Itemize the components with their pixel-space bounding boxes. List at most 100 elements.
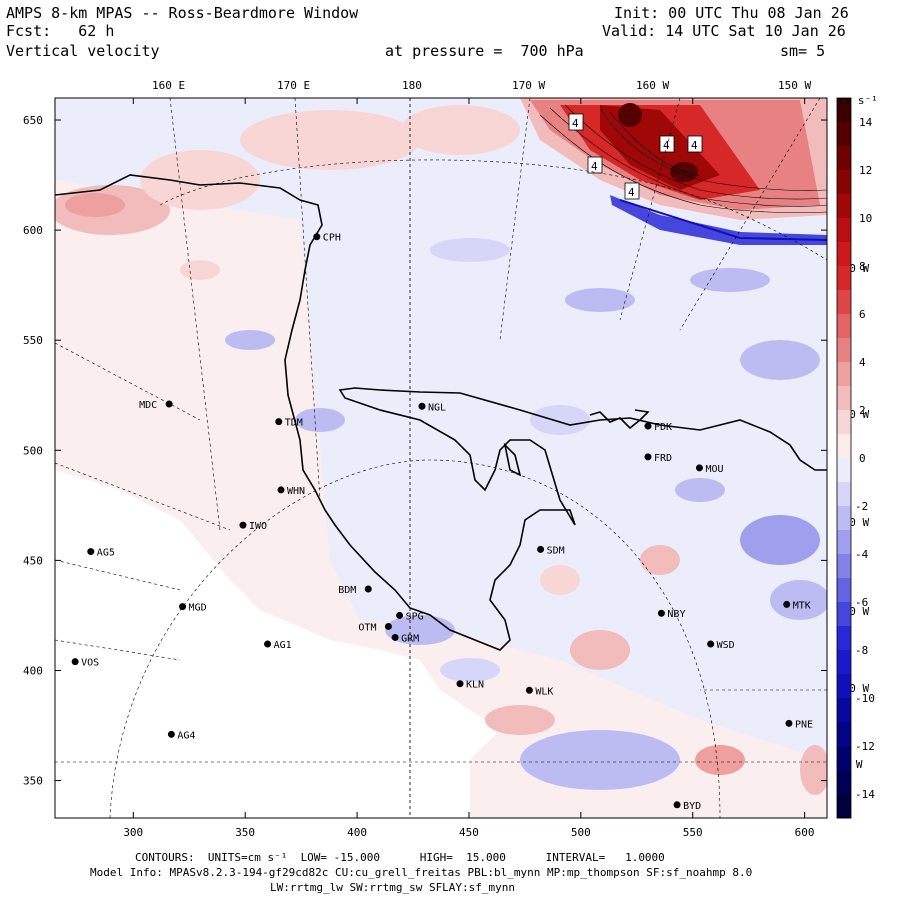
colorbar-label: -14	[855, 788, 875, 801]
colorbar-label: -8	[855, 644, 868, 657]
colorbar-label: 2	[859, 404, 866, 417]
station-label: KLN	[466, 680, 484, 691]
colorbar-bin-positive	[837, 242, 851, 267]
colorbar-bin-positive	[837, 410, 851, 435]
top-lon-label: 160 W	[636, 79, 669, 92]
station-label: TDM	[285, 418, 303, 429]
colorbar-bin-positive	[837, 362, 851, 387]
station-label: MTK	[793, 600, 811, 611]
station-label: VOS	[81, 658, 99, 669]
map-frame	[54, 97, 828, 819]
station-label: WSD	[717, 640, 735, 651]
station-marker	[239, 521, 247, 529]
station-marker	[179, 603, 187, 611]
colorbar-bin-negative	[837, 530, 851, 555]
station-marker	[525, 686, 533, 694]
data-field: 4 4 4 4 4	[55, 98, 827, 818]
station-marker	[167, 730, 175, 738]
top-lon-label: 150 W	[778, 79, 811, 92]
forecast-label: Fcst: 62 h	[6, 22, 114, 40]
station-label: AG4	[177, 730, 195, 741]
colorbar-label: 12	[859, 164, 872, 177]
colorbar-label: -4	[855, 548, 869, 561]
x-tick-label: 400	[347, 826, 367, 839]
station-marker	[313, 233, 321, 241]
station-label: SDM	[547, 545, 565, 556]
colorbar-bin-negative	[837, 554, 851, 579]
colorbar-bin-negative	[837, 674, 851, 699]
colorbar-label: 14	[859, 116, 873, 129]
station-label: BYD	[683, 801, 701, 812]
station-label: PNE	[795, 719, 813, 730]
colorbar-label: 0	[859, 452, 866, 465]
station-label: AG1	[274, 640, 292, 651]
station-marker	[165, 400, 173, 408]
station-marker	[644, 422, 652, 430]
colorbar-label: 10	[859, 212, 872, 225]
y-axis: 350 400 450 500 550 600 650	[23, 114, 827, 788]
map-title: AMPS 8-km MPAS -- Ross-Beardmore Window	[6, 4, 359, 22]
top-lon-label: 170 W	[512, 79, 545, 92]
strong-ascent-band	[520, 98, 827, 220]
colorbar-label: 6	[859, 308, 866, 321]
station-label: NGL	[428, 402, 446, 413]
coastline	[55, 174, 827, 651]
colorbar-bin-negative	[837, 722, 851, 747]
station-label: OTM	[358, 622, 376, 633]
forecast-hour: 62 h	[78, 22, 115, 40]
station-label: MDC	[139, 400, 157, 411]
station-label: BDM	[338, 585, 356, 596]
station-label: SPG	[406, 611, 424, 622]
colorbar-bin-negative	[837, 650, 851, 675]
station-marker	[783, 600, 791, 608]
colorbar-label: 8	[859, 260, 866, 273]
contour-label: 4	[663, 139, 670, 152]
contour-label: 4	[572, 117, 579, 130]
descent-core-line	[619, 199, 827, 241]
contour-label: 4	[628, 186, 635, 199]
station-label: IWO	[249, 521, 267, 532]
x-tick-label: 350	[235, 826, 255, 839]
station-marker	[396, 611, 404, 619]
station-marker	[384, 622, 392, 630]
top-lon-label: 170 E	[277, 79, 310, 92]
colorbar-bin-negative	[837, 506, 851, 531]
colorbar-bin-positive	[837, 170, 851, 195]
station-marker	[418, 402, 426, 410]
station-marker	[71, 658, 79, 666]
ascent-patches	[55, 105, 827, 795]
model-info-2: LW:rrtmg_lw SW:rrtmg_sw SFLAY:sf_mynn	[270, 881, 516, 894]
station-label: AG5	[97, 548, 115, 559]
station-marker	[657, 609, 665, 617]
smoothing: sm= 5	[780, 42, 826, 60]
no-data-region	[55, 470, 500, 818]
y-tick-label: 500	[23, 444, 43, 457]
station-label: WLK	[535, 686, 553, 697]
station-label: NBY	[667, 609, 685, 620]
colorbar-bin-negative	[837, 458, 851, 483]
colorbar-label: -6	[855, 596, 868, 609]
station-marker	[707, 640, 715, 648]
colorbar-frame	[836, 97, 852, 819]
x-tick-label: 450	[459, 826, 479, 839]
colorbar-bin-negative	[837, 626, 851, 651]
station-marker	[644, 453, 652, 461]
station-label: FDK	[654, 422, 672, 433]
y-tick-label: 450	[23, 554, 43, 567]
colorbar-bin-positive	[837, 146, 851, 171]
top-lon-label: 180	[402, 79, 422, 92]
contours-info: CONTOURS: UNITS=cm s⁻¹ LOW= -15.000 HIGH…	[135, 851, 665, 864]
station-marker	[277, 486, 285, 494]
colorbar-bin-positive	[837, 122, 851, 147]
init-time: Init: 00 UTC Thu 08 Jan 26	[614, 4, 849, 22]
colorbar-bin-negative	[837, 698, 851, 723]
colorbar-bin-positive	[837, 194, 851, 219]
field-name: Vertical velocity	[6, 42, 160, 60]
colorbar-label: -12	[855, 740, 875, 753]
colorbar-bin-positive	[837, 314, 851, 339]
colorbar-bin-negative	[837, 602, 851, 627]
colorbar-bin-positive	[837, 386, 851, 411]
station-marker	[673, 801, 681, 809]
station-marker	[391, 633, 399, 641]
